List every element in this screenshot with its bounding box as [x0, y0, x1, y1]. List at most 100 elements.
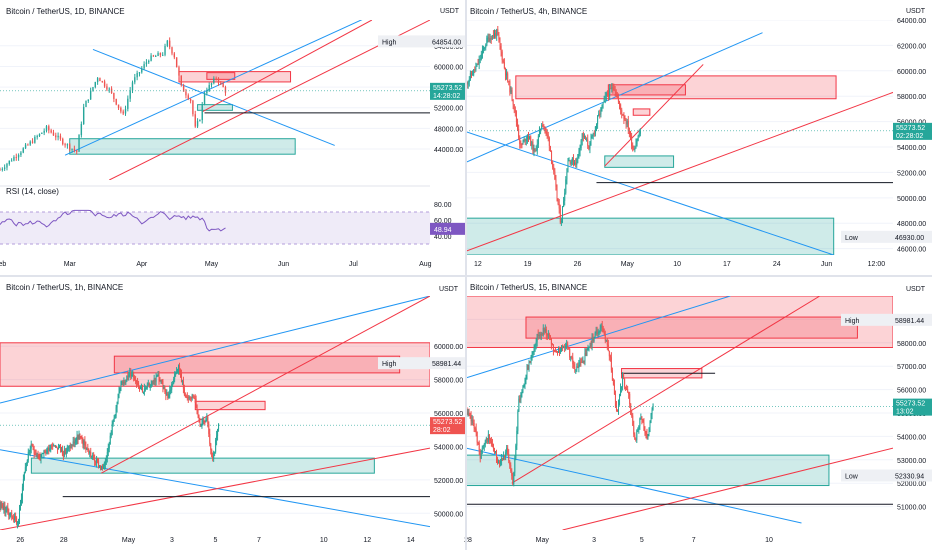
candle-body: [203, 93, 206, 105]
x-tick-label: 10: [673, 261, 681, 268]
candle-body: [12, 515, 14, 519]
candle-body: [210, 83, 213, 86]
candle-body: [3, 505, 5, 510]
candle-body: [476, 63, 478, 67]
candle-body: [531, 142, 533, 146]
candle-body: [604, 95, 606, 99]
candle-body: [41, 132, 43, 134]
candle-body: [599, 113, 601, 115]
candle-body: [594, 333, 596, 338]
candle-body: [92, 87, 94, 91]
candle-body: [199, 120, 201, 122]
candle-body: [644, 430, 646, 433]
candle-body: [480, 453, 482, 459]
candle-body: [636, 140, 638, 144]
candle-body: [541, 333, 543, 335]
chart-panel-1d[interactable]: Bitcoin / TetherUS, 1D, BINANCE USDT 640…: [0, 5, 466, 268]
resistance-zone: [0, 342, 430, 387]
chart-title: Bitcoin / TetherUS, 15, BINANCE: [470, 283, 587, 292]
candle-body: [588, 347, 590, 349]
candle-body: [559, 208, 561, 223]
candle-body: [524, 138, 526, 142]
candle-body: [168, 40, 171, 48]
candle-body: [81, 436, 83, 441]
candle-body: [73, 148, 76, 151]
candle-body: [11, 512, 13, 516]
candle-body: [511, 470, 513, 476]
candle-body: [485, 45, 487, 48]
candle-body: [639, 131, 641, 134]
y-tick-label: 50000.00: [434, 511, 463, 518]
candle-body: [209, 433, 211, 444]
candle-body: [567, 161, 569, 173]
high-value: 64854.00: [432, 39, 461, 46]
candle-body: [31, 443, 33, 446]
candle-body: [212, 457, 214, 460]
candle-body: [474, 428, 476, 430]
candle-body: [105, 457, 107, 461]
candle-body: [10, 512, 12, 515]
candle-body: [206, 416, 208, 420]
candle-body: [592, 337, 594, 341]
candle-body: [501, 458, 503, 461]
candle-body: [548, 137, 550, 146]
candle-body: [575, 162, 577, 165]
candle-body: [80, 124, 83, 136]
candle-body: [199, 420, 201, 427]
candle-body: [87, 99, 90, 101]
candle-body: [0, 169, 1, 171]
candle-body: [601, 104, 603, 108]
candle-body: [561, 345, 563, 351]
candle-body: [613, 384, 615, 395]
candle-body: [629, 134, 631, 136]
candle-body: [606, 93, 608, 95]
trend-line: [466, 91, 893, 252]
candle-body: [32, 445, 34, 450]
candle-body: [473, 423, 475, 429]
candle-body: [182, 381, 184, 389]
chart-panel-15m[interactable]: Bitcoin / TetherUS, 15, BINANCE USDT 590…: [464, 283, 932, 544]
candle-body: [525, 375, 527, 381]
candle-body: [469, 73, 471, 80]
candle-body: [85, 445, 87, 450]
candle-body: [488, 37, 490, 42]
candle-body: [557, 352, 558, 354]
support-zone: [30, 457, 375, 474]
chart-title: Bitcoin / TetherUS, 1h, BINANCE: [6, 283, 123, 292]
candle-body: [564, 346, 566, 348]
candle-body: [71, 444, 73, 446]
candle-body: [220, 82, 222, 84]
x-tick-label: 17: [723, 261, 731, 268]
candle-body: [479, 58, 481, 60]
candle-body: [89, 90, 92, 100]
candle-body: [541, 124, 543, 129]
candle-body: [29, 448, 31, 452]
chart-panel-4h[interactable]: Bitcoin / TetherUS, 4h, BINANCE USDT 640…: [466, 7, 932, 268]
candle-body: [469, 414, 471, 417]
chart-panel-1h[interactable]: Bitcoin / TetherUS, 1h, BINANCE USDT 600…: [0, 283, 466, 544]
candle-body: [36, 454, 38, 456]
candle-body: [568, 160, 570, 162]
candle-body: [585, 135, 587, 140]
candle-body: [76, 435, 78, 440]
candle-body: [500, 46, 502, 52]
candle-body: [215, 78, 217, 80]
candle-body: [132, 374, 134, 376]
candle-body: [134, 77, 136, 83]
candle-body: [131, 374, 133, 377]
candle-body: [466, 82, 468, 85]
candle-body: [535, 341, 537, 346]
candle-body: [472, 419, 474, 424]
candle-body: [591, 337, 593, 346]
candle-body: [514, 458, 516, 473]
candle-body: [39, 456, 41, 460]
candle-body: [520, 393, 522, 400]
candle-body: [506, 73, 508, 76]
candle-body: [24, 144, 27, 149]
y-tick-label: 58000.00: [897, 94, 926, 101]
candle-body: [160, 379, 162, 381]
candle-body: [539, 335, 541, 337]
candle-body: [563, 346, 565, 348]
candle-body: [56, 445, 58, 448]
